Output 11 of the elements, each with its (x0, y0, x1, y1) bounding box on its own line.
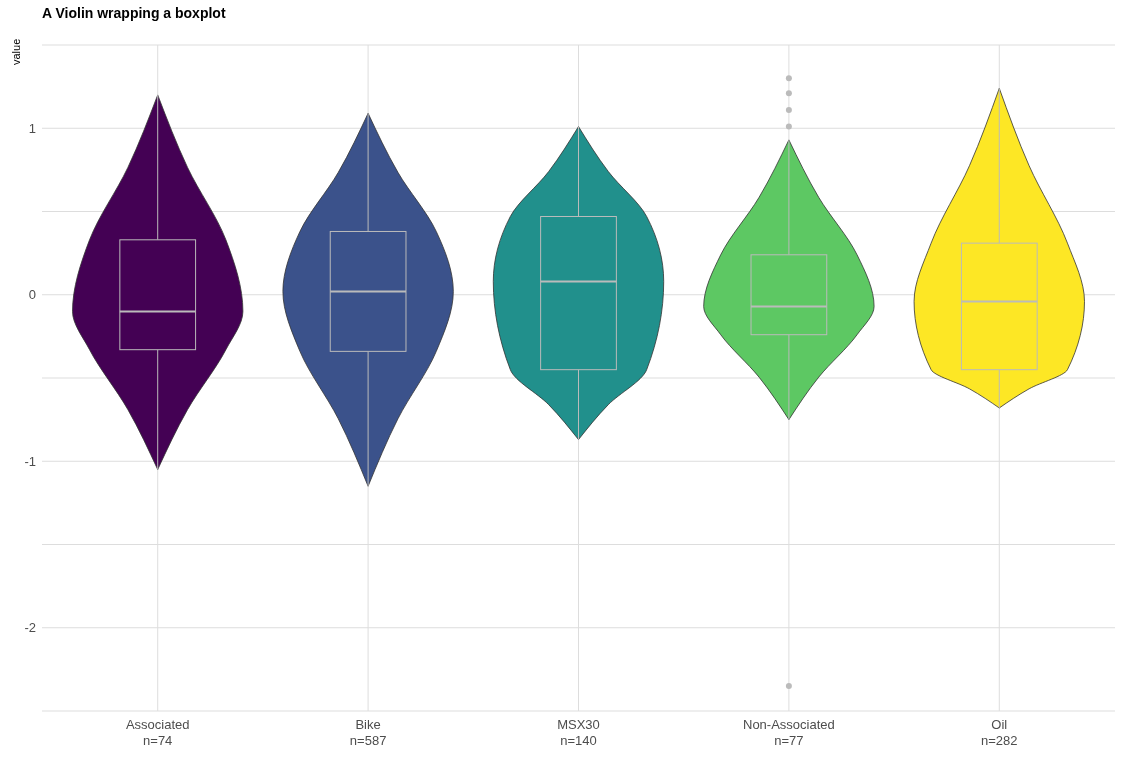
chart-title: A Violin wrapping a boxplot (42, 5, 226, 21)
y-tick-label: -2 (24, 620, 36, 636)
x-tick-label: Associated n=74 (125, 717, 190, 748)
y-tick-label: 0 (28, 287, 36, 303)
x-tick-label: Bike n=587 (349, 717, 387, 748)
x-tick-label: Oil n=282 (981, 717, 1018, 748)
y-tick-label: -1 (24, 453, 36, 469)
x-tick-label: MSX30 n=140 (557, 717, 600, 748)
y-tick-label: 1 (28, 120, 36, 136)
x-tick-label: Non-Associated n=77 (743, 717, 835, 748)
y-axis-title: value (10, 38, 22, 65)
